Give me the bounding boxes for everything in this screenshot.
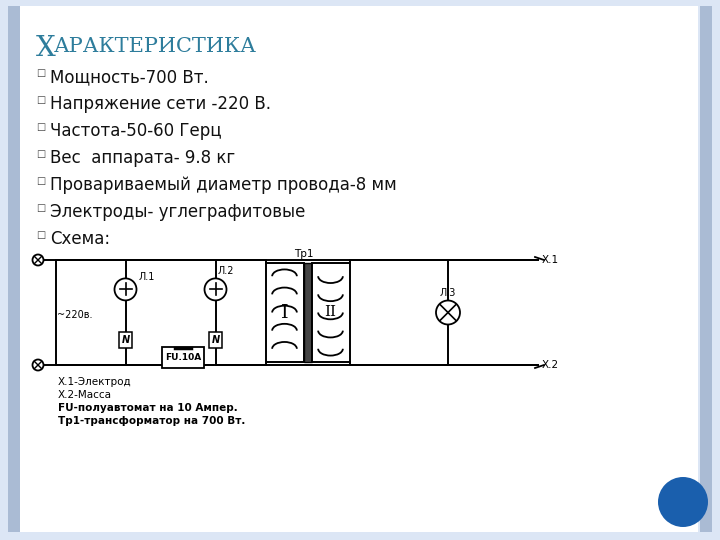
Circle shape: [114, 279, 137, 300]
Text: □: □: [36, 122, 45, 132]
Text: FU.10A: FU.10A: [165, 354, 201, 362]
Text: Х.1-Электрод: Х.1-Электрод: [58, 377, 132, 387]
Text: Л.1: Л.1: [138, 272, 155, 282]
Text: □: □: [36, 203, 45, 213]
Text: Х.1: Х.1: [542, 255, 559, 265]
Text: □: □: [36, 68, 45, 78]
Bar: [312, 262, 349, 362]
Bar: [209, 332, 222, 348]
Text: Вес  аппарата- 9.8 кг: Вес аппарата- 9.8 кг: [50, 149, 235, 167]
Circle shape: [658, 477, 708, 527]
Text: Частота-50-60 Герц: Частота-50-60 Герц: [50, 122, 222, 140]
Bar: [700, 6, 712, 532]
Text: I: I: [281, 303, 288, 321]
Text: Тр1: Тр1: [294, 248, 313, 259]
Text: □: □: [36, 149, 45, 159]
Text: □: □: [36, 176, 45, 186]
Circle shape: [204, 279, 227, 300]
Text: Тр1-трансформатор на 700 Вт.: Тр1-трансформатор на 700 Вт.: [58, 416, 246, 426]
Text: Л.3: Л.3: [440, 288, 456, 299]
Text: □: □: [36, 230, 45, 240]
Bar: [162, 347, 204, 368]
Text: Провариваемый диаметр провода-8 мм: Провариваемый диаметр провода-8 мм: [50, 176, 397, 194]
Text: Схема:: Схема:: [50, 230, 110, 248]
Circle shape: [32, 254, 43, 266]
Circle shape: [436, 300, 460, 325]
Text: FU-полуавтомат на 10 Ампер.: FU-полуавтомат на 10 Ампер.: [58, 403, 238, 413]
FancyBboxPatch shape: [20, 6, 698, 532]
Text: Х.2-Масса: Х.2-Масса: [58, 390, 112, 400]
Circle shape: [32, 360, 43, 370]
Text: Л.2: Л.2: [217, 266, 234, 276]
Text: АРАКТЕРИСТИКА: АРАКТЕРИСТИКА: [54, 37, 257, 56]
Text: ~220в.: ~220в.: [57, 309, 92, 320]
Text: Электроды- углеграфитовые: Электроды- углеграфитовые: [50, 203, 305, 221]
Text: N: N: [212, 335, 220, 345]
Text: Х.2: Х.2: [542, 360, 559, 370]
Text: Х: Х: [36, 35, 55, 62]
Text: Мощность-700 Вт.: Мощность-700 Вт.: [50, 68, 209, 86]
Bar: [119, 332, 132, 348]
Bar: [304, 262, 312, 362]
Bar: [8, 6, 20, 532]
Text: N: N: [122, 335, 130, 345]
Text: Напряжение сети -220 В.: Напряжение сети -220 В.: [50, 95, 271, 113]
Bar: [266, 262, 304, 362]
Text: □: □: [36, 95, 45, 105]
Text: II: II: [325, 306, 336, 320]
